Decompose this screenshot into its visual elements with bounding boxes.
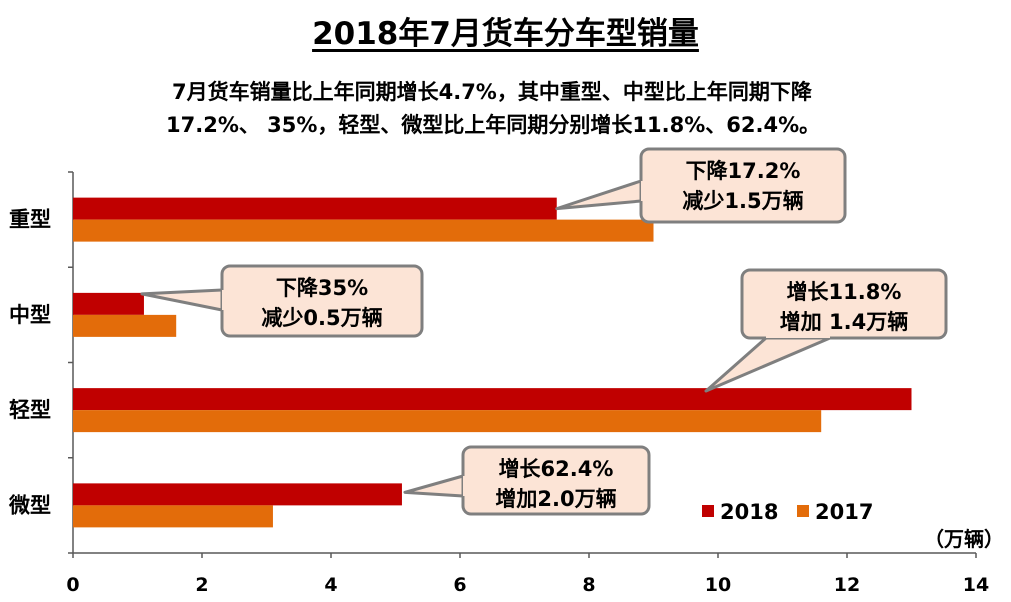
callout-line-1: 下降35% [276,276,368,300]
bar-2017 [73,410,822,433]
callout-line-2: 减少1.5万辆 [682,189,803,213]
x-tick-label: 10 [705,574,731,596]
bar-2017 [73,219,654,242]
unit-label: （万辆） [924,527,1004,551]
chart-title-text: 2018年7月货车分车型销量 [312,16,699,52]
legend-swatch-2018 [702,505,714,517]
x-tick-label: 8 [582,574,595,596]
x-tick-label: 6 [453,574,466,596]
category-label: 轻型 [9,398,51,422]
subtitle-line-1: 7月货车销量比上年同期增长4.7%，其中重型、中型比上年同期下降 [172,80,812,104]
bar-2018 [73,388,912,411]
bar-2018 [73,483,402,506]
x-tick-label: 2 [195,574,208,596]
bar-2018 [73,197,557,220]
chart-subtitle: 7月货车销量比上年同期增长4.7%，其中重型、中型比上年同期下降 17.2%、 … [166,76,1002,142]
legend-swatch-2017 [797,505,809,517]
category-label: 重型 [9,208,51,232]
bar-2017 [73,314,177,337]
chart-title: 2018年7月货车分车型销量 [0,8,1011,53]
x-tick-label: 0 [66,574,79,596]
bar-2017 [73,505,273,528]
callout-pointer [403,474,464,498]
x-tick-label: 4 [324,574,337,596]
callout-line-2: 减少0.5万辆 [261,306,382,330]
bar-2018 [73,292,144,315]
legend-label-2017: 2017 [815,500,873,524]
callout-line-1: 增长62.4% [499,457,614,481]
x-tick-label: 12 [834,574,860,596]
x-tick-label: 14 [963,574,989,596]
subtitle-line-2: 17.2%、 35%，轻型、微型比上年同期分别增长11.8%、62.4%。 [166,113,821,137]
callout-pointer [555,179,642,211]
callout-box [740,268,948,340]
callout-pointer [704,336,831,393]
callout-pointer [140,288,223,312]
callout-line-2: 增加2.0万辆 [495,487,616,511]
category-label: 中型 [9,303,51,327]
category-label: 微型 [8,493,51,517]
callout-line-1: 增长11.8% [787,280,902,304]
legend-label-2018: 2018 [720,500,778,524]
callout-line-1: 下降17.2% [686,159,801,183]
callout-line-2: 增加 1.4万辆 [780,310,909,334]
